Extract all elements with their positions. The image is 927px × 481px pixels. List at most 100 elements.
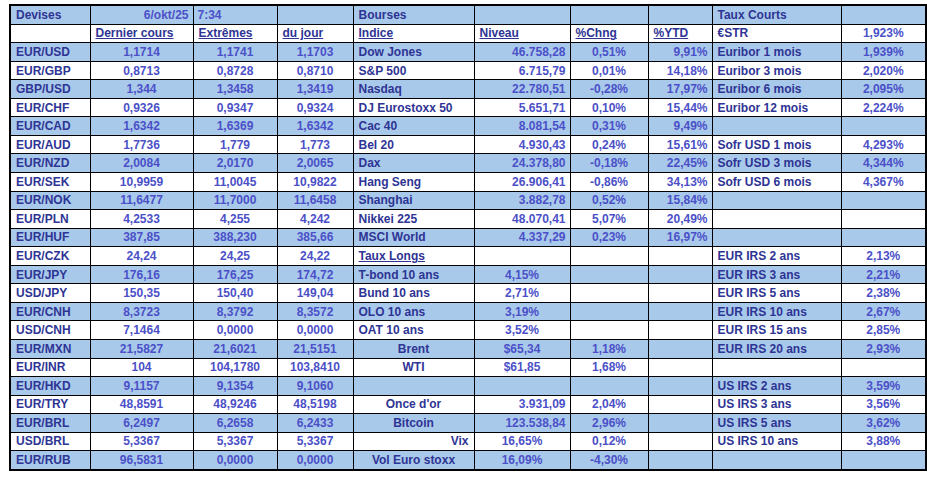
fx-last[interactable]: 9,1157 — [90, 377, 193, 396]
fx-extreme-low[interactable]: 11,6458 — [277, 191, 353, 210]
fx-last[interactable]: 1,6342 — [90, 117, 193, 136]
rate-name[interactable]: EUR IRS 2 ans — [712, 247, 841, 266]
currency-pair[interactable]: GBP/USD — [10, 80, 90, 99]
fx-extreme-high[interactable]: 0,8728 — [193, 61, 277, 80]
blank-cell[interactable] — [841, 5, 926, 24]
currency-pair[interactable]: EUR/HKD — [10, 377, 90, 396]
bond-name[interactable]: T-bond 10 ans — [353, 265, 474, 284]
fx-extreme-low[interactable]: 1,773 — [277, 135, 353, 154]
index-level[interactable]: 4.337,29 — [474, 228, 570, 247]
column-header-ytd[interactable]: %YTD — [648, 24, 712, 43]
section-title-bourses[interactable]: Bourses — [353, 5, 474, 24]
fx-extreme-high[interactable]: 0,0000 — [193, 321, 277, 340]
currency-pair[interactable]: EUR/PLN — [10, 210, 90, 229]
blank-cell[interactable] — [570, 265, 648, 284]
currency-pair[interactable]: EUR/USD — [10, 43, 90, 62]
blank-cell[interactable] — [648, 451, 712, 470]
blank-cell[interactable] — [570, 5, 648, 24]
fx-extreme-high[interactable]: 1,6369 — [193, 117, 277, 136]
index-change[interactable]: 0,52% — [570, 191, 648, 210]
index-level[interactable]: 24.378,80 — [474, 154, 570, 173]
fx-last[interactable]: 5,3367 — [90, 432, 193, 451]
rate-name[interactable]: €STR — [712, 24, 841, 43]
section-title-devises[interactable]: Devises — [10, 5, 90, 24]
fx-extreme-low[interactable]: 174,72 — [277, 265, 353, 284]
rate-name[interactable]: US IRS 10 ans — [712, 432, 841, 451]
commodity-price[interactable]: $61,85 — [474, 358, 570, 377]
rate-name[interactable]: EUR IRS 5 ans — [712, 284, 841, 303]
blank-cell[interactable] — [648, 284, 712, 303]
index-change[interactable]: 0,10% — [570, 98, 648, 117]
fx-extreme-high[interactable]: 388,230 — [193, 228, 277, 247]
fx-extreme-high[interactable]: 150,40 — [193, 284, 277, 303]
fx-last[interactable]: 0,9326 — [90, 98, 193, 117]
fx-extreme-low[interactable]: 24,22 — [277, 247, 353, 266]
fx-extreme-high[interactable]: 176,25 — [193, 265, 277, 284]
fx-extreme-low[interactable]: 10,9822 — [277, 173, 353, 192]
currency-pair[interactable]: EUR/SEK — [10, 173, 90, 192]
rate-value[interactable]: 3,59% — [841, 377, 926, 396]
asset-change[interactable]: 2,96% — [570, 414, 648, 433]
index-ytd[interactable]: 15,44% — [648, 98, 712, 117]
blank-cell[interactable] — [648, 265, 712, 284]
column-header-chng[interactable]: %Chng — [570, 24, 648, 43]
rate-name[interactable]: US IRS 3 ans — [712, 395, 841, 414]
asset-name[interactable]: Once d'or — [353, 395, 474, 414]
fx-extreme-high[interactable]: 1,1741 — [193, 43, 277, 62]
fx-extreme-low[interactable]: 0,0000 — [277, 451, 353, 470]
blank-cell[interactable] — [648, 395, 712, 414]
column-header-dernier-cours[interactable]: Dernier cours — [90, 24, 193, 43]
sheet-date[interactable]: 6/okt/25 — [90, 5, 193, 24]
blank-cell[interactable] — [648, 302, 712, 321]
rate-value[interactable]: 2,38% — [841, 284, 926, 303]
asset-change[interactable]: -4,30% — [570, 451, 648, 470]
index-name[interactable]: Bel 20 — [353, 135, 474, 154]
fx-extreme-high[interactable]: 4,255 — [193, 210, 277, 229]
blank-cell[interactable] — [712, 358, 841, 377]
index-ytd[interactable]: 16,97% — [648, 228, 712, 247]
commodity-change[interactable]: 1,68% — [570, 358, 648, 377]
index-level[interactable]: 22.780,51 — [474, 80, 570, 99]
blank-cell[interactable] — [570, 302, 648, 321]
rate-value[interactable]: 2,095% — [841, 80, 926, 99]
currency-pair[interactable]: EUR/JPY — [10, 265, 90, 284]
rate-name[interactable]: Euribor 1 mois — [712, 43, 841, 62]
blank-cell[interactable] — [648, 5, 712, 24]
fx-extreme-low[interactable]: 21,5151 — [277, 339, 353, 358]
index-name[interactable]: S&P 500 — [353, 61, 474, 80]
rate-value[interactable]: 4,344% — [841, 154, 926, 173]
fx-last[interactable]: 6,2497 — [90, 414, 193, 433]
asset-name[interactable]: Bitcoin — [353, 414, 474, 433]
currency-pair[interactable]: EUR/BRL — [10, 414, 90, 433]
rate-name[interactable]: Euribor 3 mois — [712, 61, 841, 80]
commodity-name[interactable]: WTI — [353, 358, 474, 377]
rate-value[interactable]: 2,224% — [841, 98, 926, 117]
blank-cell[interactable] — [570, 284, 648, 303]
rate-value[interactable]: 1,939% — [841, 43, 926, 62]
index-name[interactable]: Nasdaq — [353, 80, 474, 99]
index-level[interactable]: 8.081,54 — [474, 117, 570, 136]
bond-yield[interactable]: 3,19% — [474, 302, 570, 321]
currency-pair[interactable]: EUR/CNH — [10, 302, 90, 321]
index-change[interactable]: -0,28% — [570, 80, 648, 99]
blank-cell[interactable] — [648, 377, 712, 396]
blank-cell[interactable] — [570, 377, 648, 396]
rate-name[interactable]: Euribor 12 mois — [712, 98, 841, 117]
index-ytd[interactable]: 14,18% — [648, 61, 712, 80]
currency-pair[interactable]: EUR/HUF — [10, 228, 90, 247]
commodity-price[interactable]: $65,34 — [474, 339, 570, 358]
fx-last[interactable]: 2,0084 — [90, 154, 193, 173]
currency-pair[interactable]: USD/BRL — [10, 432, 90, 451]
blank-cell[interactable] — [474, 377, 570, 396]
blank-cell[interactable] — [570, 321, 648, 340]
fx-extreme-low[interactable]: 385,66 — [277, 228, 353, 247]
index-change[interactable]: -0,18% — [570, 154, 648, 173]
fx-extreme-low[interactable]: 8,3572 — [277, 302, 353, 321]
fx-last[interactable]: 4,2533 — [90, 210, 193, 229]
fx-extreme-low[interactable]: 1,6342 — [277, 117, 353, 136]
index-name[interactable]: MSCI World — [353, 228, 474, 247]
section-title-taux-longs[interactable]: Taux Longs — [353, 247, 474, 266]
index-change[interactable]: 0,31% — [570, 117, 648, 136]
blank-cell[interactable] — [712, 210, 841, 229]
bond-name[interactable]: OAT 10 ans — [353, 321, 474, 340]
